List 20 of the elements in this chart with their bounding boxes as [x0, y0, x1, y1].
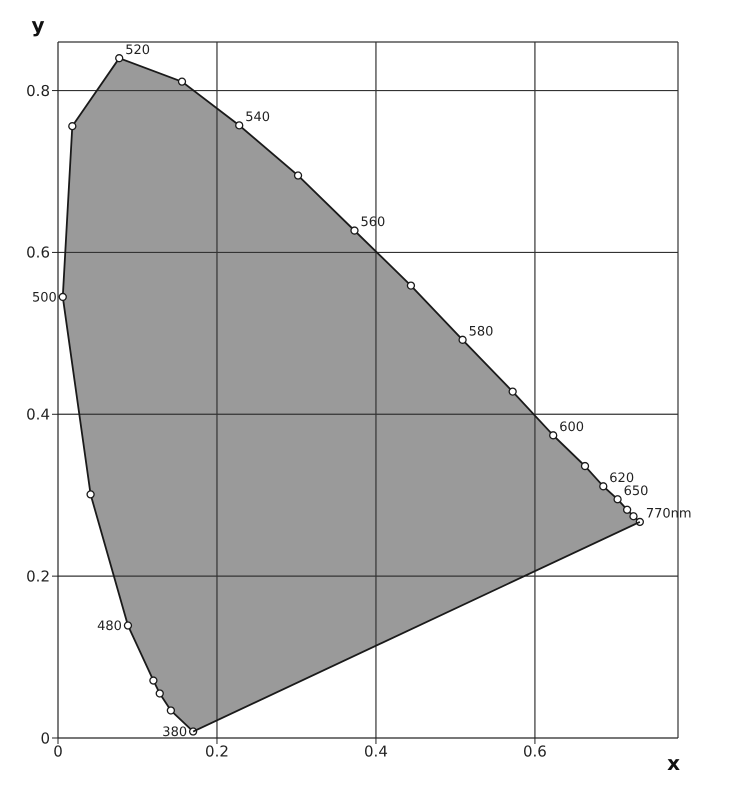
- y-tick-label: 0.6: [26, 244, 50, 262]
- x-tick-label: 0: [53, 742, 63, 761]
- y-axis-title: y: [31, 13, 45, 37]
- x-axis-title: x: [667, 751, 680, 775]
- annotation: 520: [125, 42, 150, 58]
- annotation: 650: [624, 484, 648, 499]
- annotation: 380: [162, 725, 188, 740]
- x-tick-label: 0.2: [205, 742, 229, 761]
- annotation: 500: [32, 290, 57, 306]
- annotation: 540: [245, 110, 270, 125]
- annotation: 600: [559, 420, 584, 435]
- annotation: 620: [609, 470, 634, 486]
- y-tick-label: 0.8: [26, 82, 50, 100]
- y-tick-label: 0: [40, 729, 50, 748]
- x-tick-label: 0.4: [364, 742, 388, 761]
- annotation: 480: [97, 619, 122, 634]
- y-tick-label: 0.4: [26, 406, 50, 424]
- x-tick-label: 0.6: [522, 742, 547, 761]
- annotation: 580: [468, 324, 494, 340]
- y-tick-label: 0.2: [26, 567, 50, 586]
